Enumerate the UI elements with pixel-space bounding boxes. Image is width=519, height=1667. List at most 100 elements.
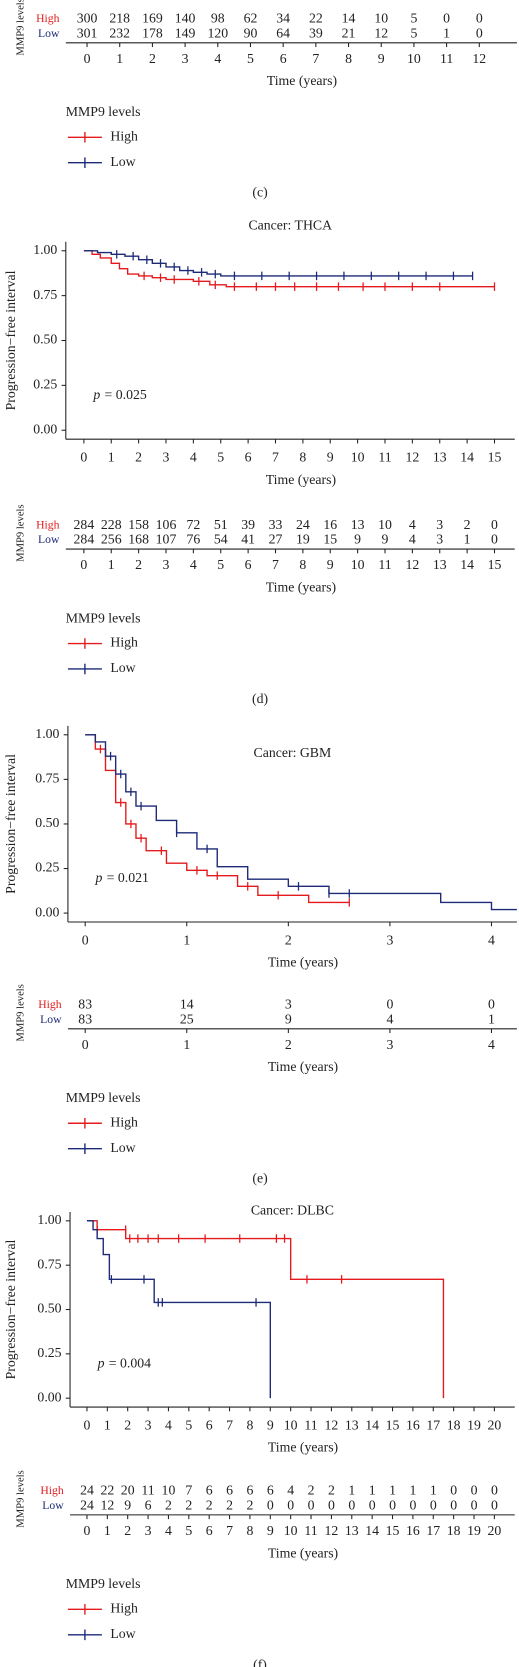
x-axis-label: Time (years) — [266, 472, 336, 488]
risk-count: 120 — [207, 25, 228, 40]
risk-count: 76 — [186, 532, 200, 547]
risk-count: 0 — [267, 1498, 274, 1513]
risk-count: 0 — [491, 1498, 498, 1513]
y-tick-label: 0.00 — [37, 1389, 61, 1404]
risk-count: 0 — [476, 11, 483, 26]
risk-count: 284 — [74, 517, 95, 532]
risk-count: 0 — [491, 532, 498, 547]
caption: (c) — [252, 185, 267, 201]
y-tick-label: 0.50 — [35, 815, 59, 830]
risk-count: 10 — [374, 11, 388, 26]
x-tick-label: 1 — [183, 932, 190, 947]
risk-title: MMP9 levels — [16, 504, 27, 561]
risk-count: 149 — [175, 25, 196, 40]
y-axis-label: Progression−free interval — [3, 1239, 18, 1379]
risk-count: 2 — [308, 1483, 315, 1498]
risk-count: 6 — [145, 1498, 152, 1513]
risk-tick-label: 8 — [299, 557, 306, 572]
x-tick-label: 3 — [145, 1417, 152, 1432]
risk-count: 218 — [109, 11, 130, 26]
risk-count: 2 — [246, 1498, 253, 1513]
risk-tick-label: 10 — [284, 1523, 298, 1538]
risk-tick-label: 3 — [145, 1523, 152, 1538]
risk-tick-label: 4 — [214, 51, 221, 66]
risk-tick-label: 0 — [80, 557, 87, 572]
x-tick-label: 7 — [226, 1417, 233, 1432]
risk-count: 4 — [409, 532, 416, 547]
risk-count: 15 — [323, 532, 337, 547]
risk-title: MMP9 levels — [16, 984, 27, 1041]
risk-tick-label: 14 — [460, 557, 474, 572]
risk-count: 6 — [226, 1483, 233, 1498]
risk-count: 0 — [308, 1498, 315, 1513]
p-text: = 0.021 — [107, 870, 149, 885]
risk-count: 2 — [185, 1498, 192, 1513]
risk-tick-label: 12 — [325, 1523, 339, 1538]
y-tick-label: 0.75 — [35, 771, 59, 786]
risk-tick-label: 15 — [386, 1523, 400, 1538]
x-axis-label: Time (years) — [268, 955, 338, 971]
y-tick-label: 0.25 — [35, 860, 59, 875]
legend-title: MMP9 levels — [66, 1090, 141, 1105]
risk-count: 22 — [100, 1483, 114, 1498]
caption: (f) — [253, 1657, 267, 1667]
p-text: = 0.025 — [105, 387, 147, 402]
risk-row-label: Low — [42, 1499, 64, 1512]
legend-title: MMP9 levels — [66, 104, 141, 119]
risk-count: 0 — [471, 1483, 478, 1498]
risk-count: 20 — [121, 1483, 135, 1498]
x-tick-label: 4 — [190, 449, 197, 464]
risk-row-label: High — [36, 518, 59, 531]
x-tick-label: 18 — [447, 1417, 461, 1432]
risk-count: 54 — [214, 532, 228, 547]
x-tick-label: 9 — [327, 449, 334, 464]
risk-tick-label: 2 — [124, 1523, 131, 1538]
survival-curve — [83, 250, 473, 277]
risk-count: 83 — [78, 997, 92, 1012]
risk-tick-label: 8 — [345, 51, 352, 66]
risk-count: 0 — [450, 1498, 457, 1513]
risk-count: 10 — [162, 1483, 176, 1498]
risk-tick-label: 0 — [82, 1037, 89, 1052]
risk-count: 1 — [430, 1483, 437, 1498]
risk-count: 1 — [348, 1483, 355, 1498]
risk-count: 14 — [342, 11, 356, 26]
risk-tick-label: 10 — [351, 557, 365, 572]
chart-title: Cancer: THCA — [248, 218, 332, 233]
y-axis-label: Progression−free interval — [3, 754, 18, 894]
risk-tick-label: 5 — [247, 51, 254, 66]
risk-count: 9 — [382, 532, 389, 547]
risk-count: 301 — [77, 25, 98, 40]
risk-count: 3 — [436, 517, 443, 532]
risk-count: 41 — [241, 532, 255, 547]
risk-count: 0 — [450, 1483, 457, 1498]
y-tick-label: 0.75 — [37, 1256, 61, 1271]
risk-tick-label: 4 — [165, 1523, 172, 1538]
risk-tick-label: 1 — [183, 1037, 190, 1052]
x-tick-label: 5 — [217, 449, 224, 464]
risk-tick-label: 12 — [472, 51, 486, 66]
p-symbol: p — [97, 1356, 105, 1371]
risk-count: 0 — [471, 1498, 478, 1513]
risk-title: MMP9 levels — [16, 1470, 27, 1527]
x-tick-label: 9 — [267, 1417, 274, 1432]
risk-count: 19 — [296, 532, 310, 547]
x-tick-label: 0 — [82, 932, 89, 947]
risk-count: 25 — [180, 1011, 194, 1026]
risk-tick-label: 2 — [149, 51, 156, 66]
risk-count: 0 — [430, 1498, 437, 1513]
risk-count: 0 — [443, 11, 450, 26]
legend-label: Low — [110, 1626, 135, 1641]
risk-tick-label: 17 — [426, 1523, 440, 1538]
risk-count: 107 — [156, 532, 177, 547]
risk-tick-label: 6 — [206, 1523, 213, 1538]
risk-tick-label: 1 — [116, 51, 123, 66]
risk-count: 51 — [214, 517, 228, 532]
risk-count: 64 — [276, 25, 290, 40]
x-tick-label: 12 — [405, 449, 419, 464]
x-tick-label: 15 — [386, 1417, 400, 1432]
p-value: p = 0.021 — [95, 870, 149, 885]
risk-tick-label: 3 — [386, 1037, 393, 1052]
risk-count: 7 — [185, 1483, 192, 1498]
